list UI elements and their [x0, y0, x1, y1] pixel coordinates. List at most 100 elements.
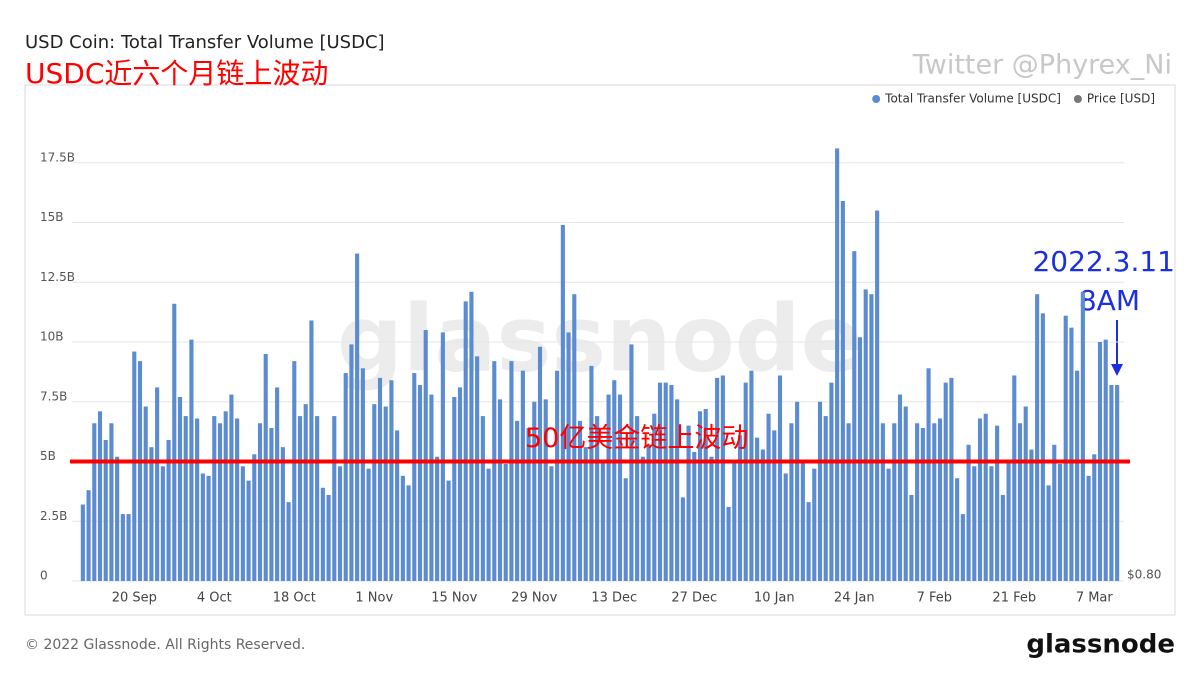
bar	[183, 416, 188, 581]
bar	[943, 382, 948, 581]
bar	[932, 423, 937, 581]
bar	[1086, 475, 1091, 581]
bar	[440, 332, 445, 581]
y-tick-label: 17.5B	[40, 150, 75, 164]
bar	[526, 428, 531, 581]
bar	[315, 416, 320, 581]
bar	[1069, 327, 1074, 581]
bar	[686, 425, 691, 581]
bar	[869, 294, 874, 581]
chart-subtitle: USDC近六个月链上波动	[25, 57, 328, 90]
y-tick-label: 7.5B	[40, 389, 67, 403]
bar	[697, 411, 703, 581]
bar	[520, 370, 525, 581]
bar	[223, 411, 228, 581]
legend-label: Total Transfer Volume [USDC]	[884, 92, 1061, 106]
bar	[103, 439, 108, 581]
bar	[600, 461, 605, 581]
x-tick-label: 20 Sep	[112, 591, 157, 606]
bar	[675, 399, 680, 581]
bar	[726, 506, 731, 581]
bar	[1052, 444, 1057, 581]
bar	[1057, 463, 1063, 581]
bar	[863, 289, 868, 581]
bar	[652, 413, 657, 581]
bar	[120, 514, 125, 581]
bar	[480, 416, 485, 581]
bar	[606, 394, 611, 581]
bar	[320, 487, 325, 581]
bar	[875, 210, 880, 582]
bar	[435, 456, 440, 581]
bar	[515, 420, 520, 581]
x-tick-label: 21 Feb	[992, 591, 1036, 606]
bar	[269, 428, 274, 581]
x-tick-label: 18 Oct	[273, 591, 316, 606]
bar	[457, 387, 463, 581]
overlay: 50亿美金链上波动	[70, 423, 1130, 464]
bar	[509, 361, 514, 581]
y-tick-label: 12.5B	[40, 270, 75, 284]
bar	[680, 497, 685, 581]
bar	[149, 447, 154, 581]
bar	[1115, 385, 1120, 581]
bar	[80, 504, 85, 581]
bar	[1006, 461, 1011, 581]
bar	[720, 375, 725, 581]
bar	[297, 416, 303, 581]
bar	[360, 368, 365, 581]
bar	[172, 303, 177, 581]
bar	[463, 301, 468, 581]
bar	[400, 475, 405, 581]
bar	[909, 494, 914, 581]
bar	[829, 382, 834, 581]
bar	[475, 356, 480, 581]
bar	[263, 353, 268, 581]
bar	[549, 466, 554, 581]
bar	[417, 385, 423, 581]
bar	[835, 148, 840, 581]
legend-marker	[1073, 95, 1082, 103]
bar	[486, 468, 491, 581]
bar	[777, 375, 783, 581]
bar	[972, 466, 977, 581]
bar	[1000, 494, 1005, 581]
bar	[115, 456, 120, 581]
bar	[217, 423, 223, 581]
bar	[1109, 385, 1114, 581]
bar	[543, 399, 548, 581]
bar	[983, 413, 988, 581]
bar	[126, 514, 131, 581]
bar	[246, 480, 251, 581]
bar	[1017, 423, 1023, 581]
reference-label: 50亿美金链上波动	[525, 423, 748, 454]
author: Twitter @Phyrex_Ni	[912, 50, 1172, 81]
bar	[589, 365, 594, 581]
bar	[966, 444, 971, 581]
bar	[555, 370, 560, 581]
chart-frame	[24, 84, 1176, 616]
bar	[303, 404, 308, 581]
bar	[577, 420, 583, 581]
bar	[395, 430, 400, 581]
chart-title: USD Coin: Total Transfer Volume [USDC]	[25, 32, 385, 53]
bar	[857, 337, 863, 581]
bar	[583, 447, 588, 581]
bar	[903, 406, 908, 581]
x-tick-label: 15 Nov	[431, 591, 477, 606]
bar	[383, 406, 388, 581]
bar	[635, 416, 640, 581]
y-tick-label: 0	[40, 569, 48, 583]
bar	[732, 461, 737, 581]
bar	[595, 416, 600, 581]
bar	[663, 382, 668, 581]
bar	[423, 330, 428, 581]
bar	[886, 468, 891, 581]
bar	[229, 394, 234, 581]
bar	[155, 387, 160, 581]
y-tick-label: 15B	[40, 210, 64, 224]
bar	[372, 404, 377, 581]
bar	[703, 408, 708, 581]
bar	[852, 251, 857, 581]
